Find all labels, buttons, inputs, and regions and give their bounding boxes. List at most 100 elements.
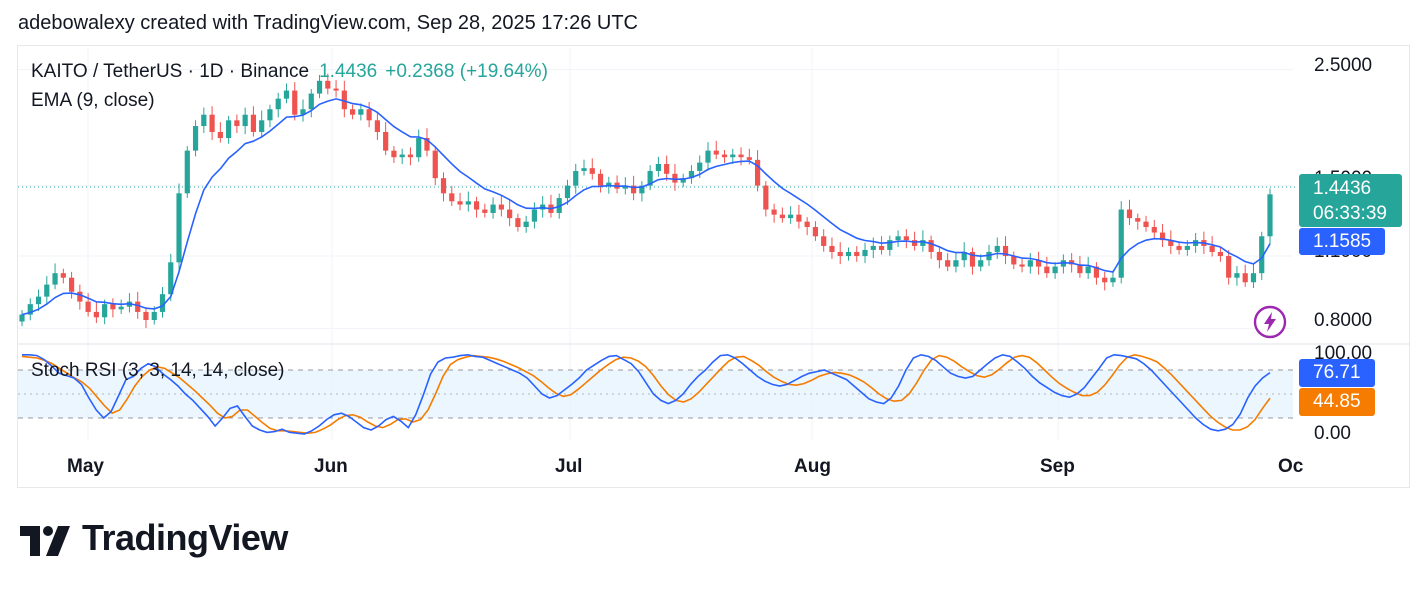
candle-body bbox=[1035, 260, 1042, 267]
candle-body bbox=[1234, 273, 1240, 278]
candle-body bbox=[102, 304, 108, 318]
candle-body bbox=[1126, 209, 1133, 219]
candle-body bbox=[515, 218, 521, 228]
candle-body bbox=[184, 150, 190, 194]
x-tick-label: Aug bbox=[794, 456, 831, 477]
candle-body bbox=[631, 185, 637, 194]
candle-body bbox=[440, 178, 447, 194]
candle-body bbox=[383, 131, 389, 151]
candle-body bbox=[465, 201, 471, 205]
ema-tag: 1.1585 bbox=[1299, 228, 1385, 255]
candle-body bbox=[366, 109, 372, 121]
candle-body bbox=[556, 198, 562, 213]
candle-body bbox=[779, 214, 785, 219]
candle-body bbox=[143, 311, 149, 320]
candle-body bbox=[35, 296, 42, 305]
candle-body bbox=[242, 114, 248, 127]
lightning-bolt-icon[interactable] bbox=[1253, 305, 1287, 339]
candle-body bbox=[1093, 266, 1100, 278]
ema-line bbox=[21, 98, 1271, 316]
candle-body bbox=[1259, 236, 1265, 274]
stoch-tick-label: 0.00 bbox=[1314, 423, 1351, 444]
candle-body bbox=[151, 311, 157, 320]
candle-body bbox=[424, 138, 430, 151]
candle-body bbox=[581, 168, 587, 171]
x-tick-label: Oc bbox=[1278, 456, 1304, 477]
candle-body bbox=[118, 306, 124, 310]
candles bbox=[19, 73, 1273, 329]
candle-body bbox=[821, 236, 827, 246]
candle-body bbox=[523, 221, 529, 228]
candle-body bbox=[93, 311, 99, 318]
candle-body bbox=[135, 301, 141, 312]
stoch-k-tag: 76.71 bbox=[1299, 359, 1375, 387]
candle-body bbox=[936, 251, 943, 261]
stoch-d-line bbox=[21, 353, 1271, 435]
candle-body bbox=[1027, 260, 1033, 267]
candle-body bbox=[688, 170, 695, 179]
candle-body bbox=[374, 120, 380, 132]
candle-body bbox=[994, 245, 1000, 252]
candle-body bbox=[870, 245, 876, 250]
candle-body bbox=[1176, 245, 1182, 250]
candle-body bbox=[730, 154, 736, 158]
candle-body bbox=[226, 120, 232, 139]
candle-body bbox=[713, 150, 719, 155]
candle-body bbox=[738, 154, 744, 158]
candle-body bbox=[217, 131, 223, 139]
x-tick-label: May bbox=[67, 456, 104, 477]
candle-body bbox=[209, 114, 215, 132]
candle-body bbox=[159, 294, 166, 312]
candle-body bbox=[1159, 232, 1166, 241]
candle-body bbox=[250, 114, 257, 132]
candle-body bbox=[531, 209, 538, 222]
legend-stoch-rsi: Stoch RSI (3, 3, 14, 14, close) bbox=[31, 360, 285, 381]
chart-frame[interactable] bbox=[17, 45, 1410, 488]
candle-body bbox=[292, 90, 298, 115]
candle-body bbox=[192, 126, 199, 151]
candle-body bbox=[176, 193, 182, 263]
candle-body bbox=[606, 182, 612, 186]
price-tag-value: 1.4436 bbox=[1313, 178, 1372, 199]
candle-body bbox=[746, 157, 752, 160]
candle-body bbox=[349, 109, 356, 115]
candle-body bbox=[1110, 277, 1116, 283]
candle-body bbox=[316, 80, 323, 94]
candle-body bbox=[52, 273, 58, 285]
candle-body bbox=[473, 201, 480, 210]
candle-body bbox=[27, 304, 33, 315]
candle-body bbox=[1085, 266, 1091, 274]
candle-body bbox=[358, 109, 364, 115]
candle-body bbox=[1135, 218, 1141, 222]
candle-body bbox=[920, 240, 926, 246]
candle-body bbox=[77, 291, 83, 302]
candle-body bbox=[1250, 273, 1257, 283]
candle-body bbox=[482, 209, 488, 213]
candle-body bbox=[416, 138, 422, 158]
candle-body bbox=[201, 114, 207, 127]
candle-body bbox=[721, 154, 728, 158]
candle-body bbox=[672, 173, 678, 183]
candle-body bbox=[854, 251, 860, 257]
candle-body bbox=[1209, 245, 1215, 252]
legend-price: 1.4436 bbox=[319, 61, 378, 82]
candle-body bbox=[300, 109, 306, 115]
candle-body bbox=[788, 214, 794, 219]
candle-body bbox=[457, 201, 463, 205]
candle-body bbox=[1077, 264, 1083, 274]
candle-body bbox=[1002, 245, 1009, 257]
candle-body bbox=[837, 251, 843, 257]
candle-body bbox=[763, 185, 769, 210]
candle-body bbox=[1118, 209, 1124, 278]
candle-body bbox=[498, 204, 504, 210]
x-tick-label: Jun bbox=[314, 456, 348, 477]
stoch-d-tag: 44.85 bbox=[1299, 388, 1375, 416]
candle-body bbox=[804, 221, 810, 228]
legend-ema: EMA (9, close) bbox=[31, 90, 155, 111]
candle-body bbox=[597, 173, 604, 186]
candle-body bbox=[912, 240, 918, 246]
candle-body bbox=[234, 120, 240, 127]
candle-body bbox=[705, 150, 711, 163]
candle-body bbox=[490, 204, 496, 213]
